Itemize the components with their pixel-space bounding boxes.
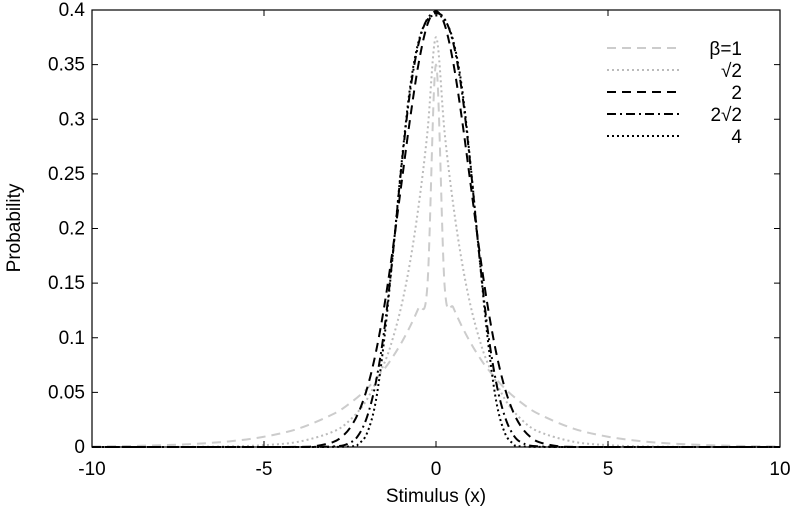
legend-label: β=1	[709, 39, 742, 60]
y-tick-label: 0.1	[59, 328, 85, 349]
series-line-1	[91, 36, 781, 449]
x-axis: -10 -5 0 5 10	[78, 10, 791, 480]
x-tick-label: -5	[256, 459, 273, 480]
x-tick-label: -10	[78, 459, 105, 480]
y-tick-label: 0.15	[48, 273, 85, 294]
y-tick-label: 0	[74, 437, 85, 458]
legend-label: √2	[721, 61, 742, 82]
x-tick-label: 5	[603, 459, 614, 480]
legend: β=1√222√24	[607, 39, 742, 148]
y-tick-label: 0.35	[48, 55, 85, 76]
series-line-0	[91, 63, 781, 448]
y-tick-label: 0.3	[59, 109, 85, 130]
legend-label: 2	[731, 83, 742, 104]
x-tick-label: 10	[769, 459, 790, 480]
y-axis: 0 0.05 0.1 0.15 0.2 0.25 0.3 0.35 0.4	[48, 0, 780, 458]
x-axis-title: Stimulus (x)	[386, 486, 486, 507]
y-tick-label: 0.4	[59, 0, 86, 21]
y-tick-label: 0.25	[48, 164, 85, 185]
legend-label: 2√2	[710, 105, 742, 126]
y-axis-title: Probability	[4, 183, 25, 272]
legend-label: 4	[731, 127, 742, 148]
y-tick-label: 0.05	[48, 382, 85, 403]
x-tick-label: 0	[431, 459, 442, 480]
y-tick-label: 0.2	[59, 219, 85, 240]
plot-background	[92, 10, 780, 447]
